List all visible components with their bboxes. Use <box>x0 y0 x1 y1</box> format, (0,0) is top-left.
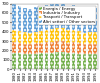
Bar <box>50 29 54 42</box>
Bar <box>72 30 76 42</box>
Legend: Energia / Energy, Industria / Industry, Trasporti / Transport, Altri settori / O: Energia / Energy, Industria / Industry, … <box>38 6 96 25</box>
Bar <box>93 32 97 44</box>
Bar <box>88 54 92 69</box>
Bar <box>93 54 97 69</box>
Bar <box>56 28 59 41</box>
Bar <box>12 42 16 53</box>
Bar <box>88 32 92 44</box>
Bar <box>56 2 59 28</box>
Bar <box>39 6 43 31</box>
Bar <box>18 31 21 43</box>
Bar <box>61 52 65 69</box>
Bar <box>28 33 32 44</box>
Bar <box>77 31 81 43</box>
Bar <box>77 43 81 54</box>
Bar <box>77 54 81 69</box>
Bar <box>66 43 70 53</box>
Bar <box>39 31 43 43</box>
Bar <box>34 32 38 43</box>
Bar <box>82 9 86 33</box>
Bar <box>12 4 16 30</box>
Bar <box>56 52 59 69</box>
Bar <box>23 44 27 54</box>
Bar <box>34 7 38 32</box>
Bar <box>34 43 38 54</box>
Bar <box>61 28 65 41</box>
Bar <box>72 53 76 69</box>
Bar <box>72 42 76 53</box>
Bar <box>23 54 27 69</box>
Bar <box>39 43 43 53</box>
Bar <box>56 41 59 52</box>
Bar <box>93 44 97 54</box>
Bar <box>45 5 48 30</box>
Bar <box>28 9 32 33</box>
Bar <box>45 42 48 53</box>
Bar <box>66 53 70 69</box>
Bar <box>12 53 16 69</box>
Bar <box>82 44 86 54</box>
Bar <box>61 3 65 28</box>
Bar <box>61 41 65 52</box>
Bar <box>34 54 38 69</box>
Bar <box>45 30 48 42</box>
Bar <box>72 5 76 30</box>
Bar <box>50 4 54 29</box>
Bar <box>12 30 16 42</box>
Bar <box>66 30 70 43</box>
Bar <box>82 33 86 44</box>
Bar <box>77 7 81 31</box>
Bar <box>23 8 27 32</box>
Bar <box>18 6 21 31</box>
Bar <box>18 43 21 53</box>
Bar <box>50 42 54 53</box>
Bar <box>39 53 43 69</box>
Bar <box>28 54 32 69</box>
Bar <box>88 44 92 54</box>
Bar <box>18 53 21 69</box>
Bar <box>50 53 54 69</box>
Bar <box>82 54 86 69</box>
Bar <box>28 44 32 54</box>
Bar <box>66 6 70 30</box>
Bar <box>88 9 92 32</box>
Bar <box>23 32 27 44</box>
Bar <box>45 53 48 69</box>
Bar <box>93 8 97 32</box>
